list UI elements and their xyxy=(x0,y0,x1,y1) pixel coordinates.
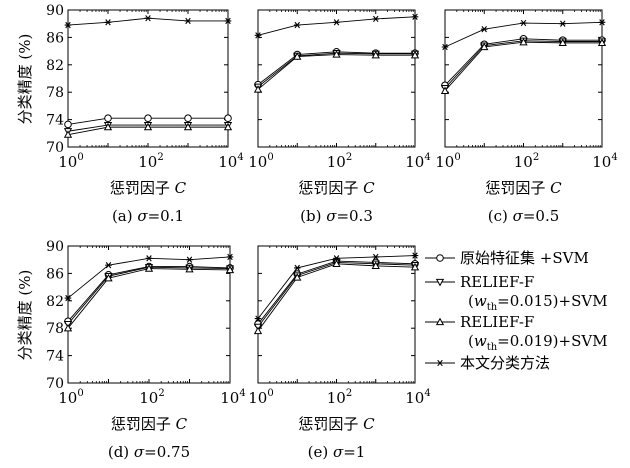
legend-item-4: 本文分类方法 xyxy=(425,354,550,372)
y-tick-label: 82 xyxy=(46,294,64,310)
x-tick-label: 102 xyxy=(327,388,352,407)
x-tick-label: 100 xyxy=(435,152,460,171)
x-tick-label: 104 xyxy=(220,388,245,407)
x-tick-label: 102 xyxy=(138,152,163,171)
y-tick-label: 78 xyxy=(46,85,64,101)
data-point-series-1 xyxy=(145,115,152,122)
data-point-series-4 xyxy=(559,21,566,27)
data-point-series-4 xyxy=(294,22,301,28)
legend-marker-star xyxy=(437,360,444,366)
chart-panel-4: 70 74 78 82 86 90 100 102 104 惩罚因子 C (d) σ=0.75 xyxy=(46,239,246,461)
data-point-series-4 xyxy=(481,26,488,32)
y-tick-label: 86 xyxy=(46,266,64,282)
y-tick-label: 74 xyxy=(46,113,64,129)
legend-label: RELIEF-F xyxy=(460,313,534,331)
panel-caption: (d) σ=0.75 xyxy=(108,443,190,461)
data-point-series-4 xyxy=(294,265,301,271)
plot-frame xyxy=(445,10,602,147)
series-line-3 xyxy=(258,55,415,90)
series-line-3 xyxy=(68,269,230,329)
data-point-series-4 xyxy=(105,262,112,268)
data-point-series-1 xyxy=(225,115,232,122)
legend-label-2: (wth=0.015)+SVM xyxy=(468,292,608,313)
y-tick-label: 78 xyxy=(46,321,64,337)
x-axis-label: 惩罚因子 C xyxy=(298,415,375,433)
chart-panel-1: 70 74 78 82 86 90 100 102 104 惩罚因子 C (a) σ=0.1 xyxy=(46,3,244,225)
x-tick-label: 104 xyxy=(592,152,617,171)
x-tick-label: 104 xyxy=(218,152,243,171)
series-line-4 xyxy=(258,17,415,35)
panel-caption: (a) σ=0.1 xyxy=(112,207,184,225)
legend-item-1: 原始特征集 +SVM xyxy=(425,249,589,267)
y-tick-label: 74 xyxy=(46,349,64,365)
legend-label: 原始特征集 +SVM xyxy=(460,249,589,267)
plot-frame xyxy=(258,10,415,147)
x-axis-label: 惩罚因子 C xyxy=(110,179,187,197)
x-tick-label: 100 xyxy=(248,152,273,171)
x-axis-label: 惩罚因子 C xyxy=(485,179,562,197)
data-point-series-4 xyxy=(146,256,153,262)
data-point-series-4 xyxy=(145,15,152,21)
series-line-3 xyxy=(258,264,415,331)
data-point-series-4 xyxy=(185,18,192,24)
y-axis-label: 分类精度 (%) xyxy=(16,34,34,125)
data-point-series-4 xyxy=(105,20,112,26)
panel-caption: (b) σ=0.3 xyxy=(300,207,373,225)
x-tick-label: 100 xyxy=(58,388,83,407)
legend-label: 本文分类方法 xyxy=(460,354,550,372)
legend-label: RELIEF-F xyxy=(460,273,534,291)
legend-item-3: RELIEF-F(wth=0.019)+SVM xyxy=(425,313,608,353)
y-tick-label: 86 xyxy=(46,30,64,46)
x-tick-label: 102 xyxy=(327,152,352,171)
x-axis-label: 惩罚因子 C xyxy=(298,179,375,197)
y-tick-label: 90 xyxy=(46,239,64,255)
legend-label-2: (wth=0.019)+SVM xyxy=(468,332,608,353)
data-point-series-1 xyxy=(105,115,112,122)
legend: 原始特征集 +SVM RELIEF-F(wth=0.015)+SVMRELIEF-… xyxy=(425,249,608,372)
panel-caption: (e) σ=1 xyxy=(308,443,366,461)
data-point-series-4 xyxy=(520,20,527,26)
chart-panel-5: 100 102 104 惩罚因子 C (e) σ=1 xyxy=(248,246,430,461)
y-axis-label: 分类精度 (%) xyxy=(16,270,34,361)
y-tick-label: 90 xyxy=(46,3,64,19)
series-line-3 xyxy=(445,42,602,91)
chart-panel-3: 100 102 104 惩罚因子 C (c) σ=0.5 xyxy=(435,10,617,225)
legend-item-2: RELIEF-F(wth=0.015)+SVM xyxy=(425,273,608,313)
y-tick-label: 82 xyxy=(46,58,64,74)
x-tick-label: 100 xyxy=(248,388,273,407)
chart-panel-2: 100 102 104 惩罚因子 C (b) σ=0.3 xyxy=(248,10,430,225)
data-point-series-1 xyxy=(65,121,72,128)
legend-marker-circle xyxy=(437,255,444,262)
data-point-series-4 xyxy=(186,257,193,263)
data-point-series-4 xyxy=(333,20,340,26)
x-tick-label: 100 xyxy=(58,152,83,171)
series-line-1 xyxy=(258,261,415,324)
x-tick-label: 104 xyxy=(405,152,430,171)
data-point-series-1 xyxy=(185,115,192,122)
series-line-4 xyxy=(68,18,228,25)
series-line-2 xyxy=(68,267,230,324)
data-point-series-4 xyxy=(372,16,379,22)
x-tick-label: 102 xyxy=(139,388,164,407)
x-tick-label: 104 xyxy=(405,388,430,407)
x-axis-label: 惩罚因子 C xyxy=(111,415,188,433)
x-tick-label: 102 xyxy=(514,152,539,171)
panel-caption: (c) σ=0.5 xyxy=(488,207,560,225)
series-line-1 xyxy=(68,267,230,322)
